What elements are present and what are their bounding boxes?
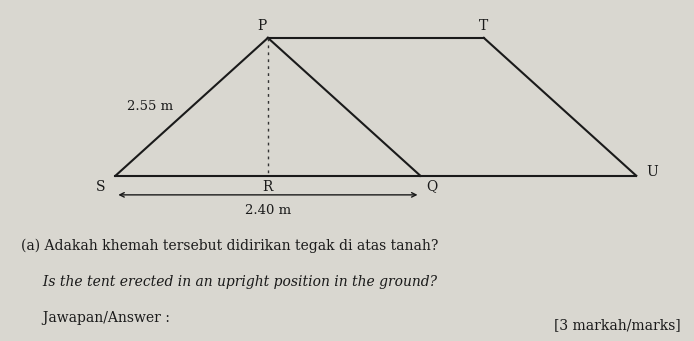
Text: U: U — [646, 165, 658, 179]
Text: T: T — [480, 19, 489, 33]
Text: (a) Adakah khemah tersebut didirikan tegak di atas tanah?: (a) Adakah khemah tersebut didirikan teg… — [21, 238, 438, 253]
Text: 2.55 m: 2.55 m — [126, 100, 173, 113]
Text: Jawapan/Answer :: Jawapan/Answer : — [21, 311, 169, 325]
Text: Is the tent erected in an upright position in the ground?: Is the tent erected in an upright positi… — [21, 275, 437, 289]
Text: P: P — [257, 19, 266, 33]
Text: S: S — [96, 180, 105, 194]
Text: 2.40 m: 2.40 m — [245, 204, 291, 217]
Text: R: R — [263, 180, 273, 194]
Text: Q: Q — [427, 180, 438, 194]
Text: [3 markah/marks]: [3 markah/marks] — [554, 318, 680, 332]
